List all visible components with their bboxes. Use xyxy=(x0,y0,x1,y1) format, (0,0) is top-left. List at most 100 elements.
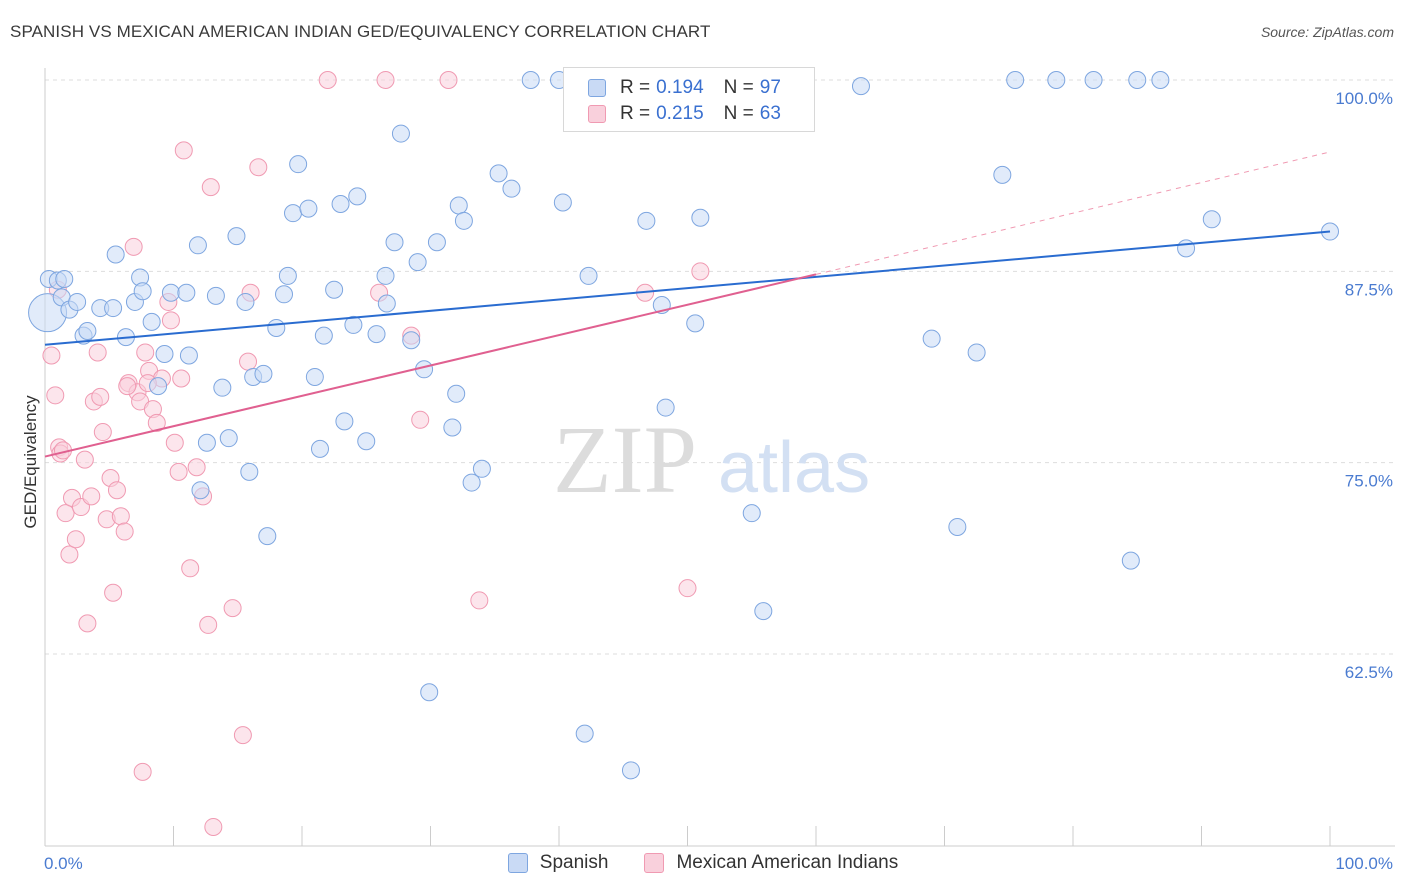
mexican-trend-extension xyxy=(815,151,1331,275)
spanish-point xyxy=(155,344,174,363)
spanish-point xyxy=(402,331,421,350)
mexican-point xyxy=(104,583,123,602)
spanish-point xyxy=(161,283,180,302)
mexican-point xyxy=(56,504,75,523)
spanish-point xyxy=(305,367,324,386)
mexican-n-value: 63 xyxy=(759,103,781,124)
spanish-point xyxy=(236,292,255,311)
spanish-point xyxy=(579,266,598,285)
spanish-point xyxy=(948,517,967,536)
source-label: Source: ZipAtlas.com xyxy=(1260,24,1394,40)
mexican-point xyxy=(147,413,166,432)
n-label: N = xyxy=(723,103,754,124)
mexican-point xyxy=(124,237,143,256)
spanish-r-value: 0.194 xyxy=(656,77,704,98)
spanish-point xyxy=(447,384,466,403)
spanish-point xyxy=(1047,71,1066,89)
spanish-point xyxy=(967,343,986,362)
mexican-point xyxy=(115,522,134,541)
spanish-point xyxy=(686,314,705,333)
spanish-point xyxy=(179,346,198,365)
mexican-point xyxy=(181,559,200,578)
spanish-point xyxy=(420,683,439,702)
chart-title: SPANISH VS MEXICAN AMERICAN INDIAN GED/E… xyxy=(10,22,711,41)
mexican-point xyxy=(204,817,223,836)
spanish-point xyxy=(1151,71,1170,89)
mexican-legend-label: Mexican American Indians xyxy=(676,852,899,873)
spanish-point xyxy=(377,294,396,313)
mexican-point xyxy=(91,387,110,406)
x-tick-label: 0.0% xyxy=(44,854,83,873)
mexican-point xyxy=(169,462,188,481)
mexican-point xyxy=(318,71,337,89)
y-tick-label: 87.5% xyxy=(1345,280,1393,299)
spanish-point xyxy=(149,377,168,396)
mexican-point xyxy=(165,433,184,452)
spanish-point xyxy=(385,233,404,252)
spanish-point xyxy=(78,322,97,341)
r-label: R = xyxy=(620,77,651,98)
mexican-point xyxy=(136,343,155,362)
mexican-point xyxy=(161,311,180,330)
legend-row-mexican: R = 0.215 N = 63 xyxy=(588,102,781,126)
mexican-point xyxy=(172,369,191,388)
y-tick-label: 75.0% xyxy=(1345,472,1393,491)
spanish-point xyxy=(376,266,395,285)
spanish-point xyxy=(1006,71,1025,89)
spanish-point xyxy=(188,236,207,255)
spanish-point xyxy=(206,286,225,305)
spanish-point xyxy=(462,473,481,492)
spanish-point xyxy=(922,329,941,348)
y-tick-label: 100.0% xyxy=(1335,89,1393,108)
mexican-point xyxy=(60,545,79,564)
spanish-point xyxy=(408,253,427,272)
spanish-point xyxy=(213,378,232,397)
spanish-point xyxy=(472,459,491,478)
mexican-point xyxy=(133,762,152,781)
mexican-point xyxy=(78,614,97,633)
spanish-point xyxy=(68,292,87,311)
spanish-point xyxy=(331,194,350,213)
spanish-point xyxy=(1084,71,1103,89)
spanish-point xyxy=(502,179,521,198)
spanish-point xyxy=(104,299,123,318)
legend-item-spanish[interactable]: Spanish xyxy=(507,852,609,874)
spanish-swatch xyxy=(588,79,606,97)
spanish-point xyxy=(142,312,161,331)
spanish-point xyxy=(133,282,152,301)
watermark-zip: ZIP xyxy=(553,406,697,513)
mexican-point xyxy=(46,386,65,405)
mexican-point xyxy=(470,591,489,610)
spanish-n-value: 97 xyxy=(759,77,781,98)
spanish-point xyxy=(553,193,572,212)
mexican-point xyxy=(88,343,107,362)
spanish-point xyxy=(177,283,196,302)
spanish-point xyxy=(357,432,376,451)
spanish-point xyxy=(219,429,238,448)
n-label: N = xyxy=(723,77,754,98)
spanish-point xyxy=(489,164,508,183)
mexican-point xyxy=(678,579,697,598)
spanish-point xyxy=(254,364,273,383)
legend-item-mexican[interactable]: Mexican American Indians xyxy=(644,852,898,874)
series-spanish xyxy=(28,71,1339,780)
spanish-point xyxy=(335,412,354,431)
spanish-point xyxy=(443,418,462,437)
trend-lines xyxy=(44,151,1331,458)
spanish-point xyxy=(106,245,125,264)
mexican-point xyxy=(249,158,268,177)
mexican-point xyxy=(439,71,458,89)
x-tick-label: 100.0% xyxy=(1335,854,1393,873)
spanish-point xyxy=(391,124,410,143)
y-tick-label: 62.5% xyxy=(1345,663,1393,682)
spanish-point xyxy=(851,77,870,96)
r-label: R = xyxy=(620,103,651,124)
spanish-point xyxy=(310,439,329,458)
mexican-point xyxy=(411,410,430,429)
spanish-point xyxy=(348,187,367,206)
mexican-point xyxy=(66,530,85,549)
mexican-point xyxy=(118,377,137,396)
spanish-legend-label: Spanish xyxy=(539,852,609,873)
spanish-legend-swatch xyxy=(507,853,528,873)
spanish-point xyxy=(521,71,540,89)
